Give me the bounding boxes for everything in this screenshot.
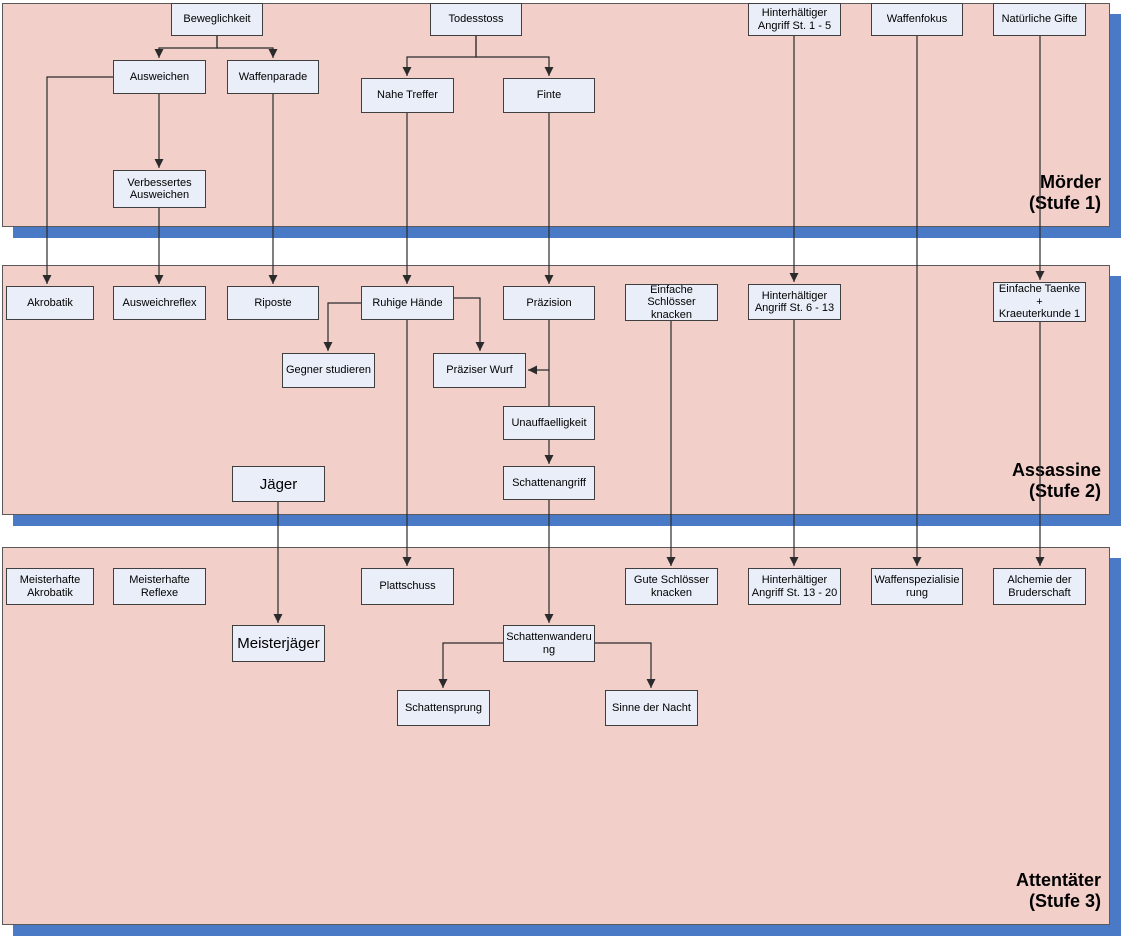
skill-node-jaeger: Jäger (232, 466, 325, 502)
skill-node-einfache-taenke-kraeuterkunde: Einfache Taenke + Kraeuterkunde 1 (993, 282, 1086, 322)
skill-node-ausweichen: Ausweichen (113, 60, 206, 94)
skill-node-label: Alchemie der Bruderschaft (1007, 574, 1072, 599)
skill-node-gute-schloesser-knacken: Gute Schlösser knacken (625, 568, 718, 605)
skill-node-label: Todesstoss (448, 13, 504, 26)
skill-node-verbessertes-ausweichen: Verbessertes Ausweichen (113, 170, 206, 208)
skill-node-einfache-schloesser-knacken: Einfache Schlösser knacken (625, 284, 718, 321)
skill-node-praezision: Präzision (503, 286, 595, 320)
skill-node-schattenwanderung: Schattenwanderu ng (503, 625, 595, 662)
skill-node-meisterhafte-akrobatik: Meisterhafte Akrobatik (6, 568, 94, 605)
skill-node-beweglichkeit: Beweglichkeit (171, 3, 263, 36)
skill-node-hinterhaeltiger-angriff-6-13: Hinterhältiger Angriff St. 6 - 13 (748, 284, 841, 320)
skill-node-todesstoss: Todesstoss (430, 3, 522, 36)
skill-node-label: Meisterhafte Reflexe (129, 574, 190, 599)
skill-node-label: Waffenfokus (886, 13, 948, 26)
skill-node-sinne-der-nacht: Sinne der Nacht (605, 690, 698, 726)
skill-node-schattenangriff: Schattenangriff (503, 466, 595, 500)
skill-node-label: Ausweichen (129, 70, 190, 83)
skill-node-label: Hinterhältiger Angriff St. 13 - 20 (751, 574, 838, 599)
skill-node-label: Schattenwanderu ng (506, 631, 592, 656)
skill-node-label: Jäger (259, 475, 298, 493)
skill-node-plattschuss: Plattschuss (361, 568, 454, 605)
skill-node-meisterjaeger: Meisterjäger (232, 625, 325, 662)
skill-node-label: Verbessertes Ausweichen (127, 176, 192, 202)
skill-node-waffenspezialisierung: Waffenspezialisie rung (871, 568, 963, 605)
skill-node-label: Hinterhältiger Angriff St. 6 - 13 (754, 289, 835, 315)
skill-node-praeziser-wurf: Präziser Wurf (433, 353, 526, 388)
skill-node-label: Akrobatik (27, 296, 73, 309)
skill-node-alchemie-der-bruderschaft: Alchemie der Bruderschaft (993, 568, 1086, 605)
skill-node-label: Meisterjäger (237, 635, 320, 652)
skill-node-hinterhaeltiger-angriff-13-20: Hinterhältiger Angriff St. 13 - 20 (748, 568, 841, 605)
skill-node-label: Gegner studieren (286, 364, 371, 377)
skill-node-schattensprung: Schattensprung (397, 690, 490, 726)
skill-node-label: Finte (536, 89, 562, 102)
skill-node-label: Ausweichreflex (122, 296, 197, 309)
panel-stufe3: Attentäter (Stufe 3) (2, 547, 1110, 925)
skill-node-riposte: Riposte (227, 286, 319, 320)
skill-node-label: Waffenspezialisie rung (874, 574, 960, 599)
panel-stufe3-label: Attentäter (Stufe 3) (1015, 870, 1101, 911)
skill-node-meisterhafte-reflexe: Meisterhafte Reflexe (113, 568, 206, 605)
skill-node-label: Waffenparade (238, 70, 308, 83)
skill-node-label: Riposte (254, 296, 292, 309)
skill-node-waffenfokus: Waffenfokus (871, 3, 963, 36)
skill-node-label: Meisterhafte Akrobatik (19, 574, 81, 599)
skill-node-finte: Finte (503, 78, 595, 113)
skill-node-label: Einfache Taenke + Kraeuterkunde 1 (998, 283, 1081, 321)
skill-node-label: Präzision (526, 296, 572, 309)
skill-node-label: Beweglichkeit (183, 13, 251, 26)
skill-node-waffenparade: Waffenparade (227, 60, 319, 94)
skill-node-label: Schattenangriff (512, 476, 586, 489)
skill-node-label: Einfache Schlösser knacken (647, 283, 696, 321)
panel-stufe2-label: Assassine (Stufe 2) (1011, 460, 1101, 501)
skill-node-label: Plattschuss (379, 580, 436, 593)
skill-node-label: Sinne der Nacht (612, 701, 691, 714)
panel-stufe1-label: Mörder (Stufe 1) (1029, 172, 1101, 213)
skill-node-ruhige-haende: Ruhige Hände (361, 286, 454, 320)
skill-node-ausweichreflex: Ausweichreflex (113, 286, 206, 320)
skill-node-hinterhaeltiger-angriff-1-5: Hinterhältiger Angriff St. 1 - 5 (748, 3, 841, 36)
skill-node-label: Unauffaelligkeit (511, 416, 587, 429)
skill-node-natuerliche-gifte: Natürliche Gifte (993, 3, 1086, 36)
skill-node-unauffaelligkeit: Unauffaelligkeit (503, 406, 595, 440)
skill-node-label: Gute Schlösser knacken (633, 574, 710, 599)
skill-node-label: Präziser Wurf (446, 364, 513, 377)
skill-node-label: Nahe Treffer (377, 89, 438, 102)
skill-node-akrobatik: Akrobatik (6, 286, 94, 320)
skill-node-nahe-treffer: Nahe Treffer (361, 78, 454, 113)
skill-node-label: Schattensprung (404, 701, 483, 714)
skill-node-gegner-studieren: Gegner studieren (282, 353, 375, 388)
skill-node-label: Hinterhältiger Angriff St. 1 - 5 (757, 7, 832, 32)
skill-node-label: Natürliche Gifte (1001, 13, 1078, 26)
skill-node-label: Ruhige Hände (372, 296, 443, 309)
